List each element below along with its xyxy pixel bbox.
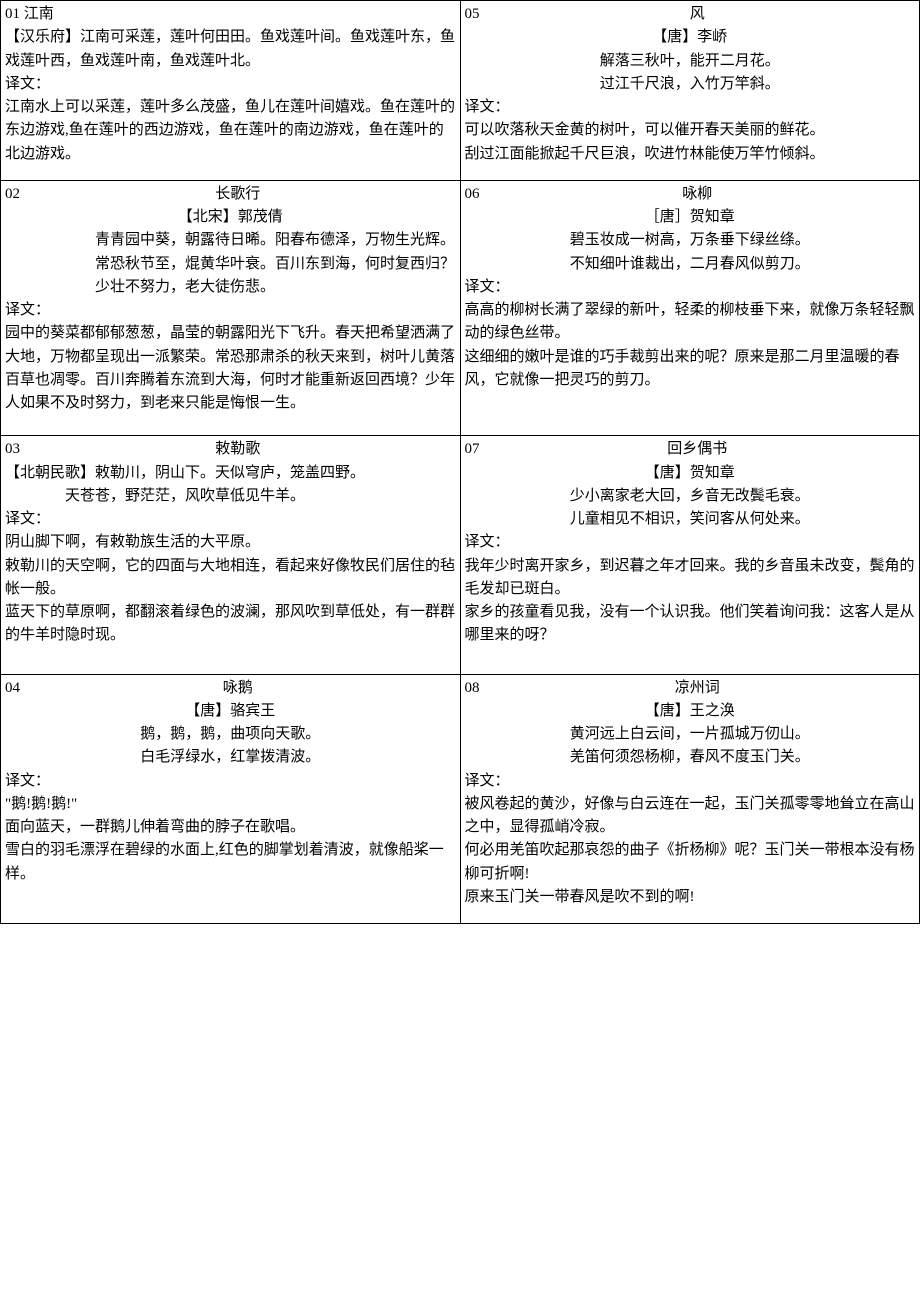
poem-title: 长歌行 [20,183,456,206]
poem-num: 08 [465,677,480,700]
poem-author: 【唐】贺知章 [465,462,916,485]
cell-04: 04 咏鹅 【唐】骆宾王 鹅，鹅，鹅，曲项向天歌。 白毛浮绿水，红掌拨清波。 译… [1,675,461,925]
poem-02-text: 青青园中葵，朝露待日晞。阳春布德泽，万物生光辉。常恐秋节至，焜黄华叶衰。百川东到… [5,229,456,299]
poem-03-translation: 阴山脚下啊，有敕勒族生活的大平原。 敕勒川的天空啊，它的四面与大地相连，看起来好… [5,531,456,647]
trans-label: 译文： [5,73,456,96]
cell-05: 05 风 【唐】李峤 解落三秋叶，能开二月花。 过江千尺浪，入竹万竿斜。 译文：… [461,1,920,181]
poem-01-heading: 01 江南 [5,3,456,26]
poem-05-translation: 可以吹落秋天金黄的树叶，可以催开春天美丽的鲜花。 刮过江面能掀起千尺巨浪，吹进竹… [465,119,916,166]
poem-03-line2: 天苍苍，野茫茫，风吹草低见牛羊。 [5,485,456,508]
poem-06-text: 碧玉妆成一树高，万条垂下绿丝绦。 不知细叶谁裁出，二月春风似剪刀。 [465,229,916,276]
trans-label: 译文： [5,508,456,531]
poem-num: 04 [5,677,20,700]
cell-07: 07 回乡偶书 【唐】贺知章 少小离家老大回，乡音无改鬓毛衰。 儿童相见不相识，… [461,436,920,674]
poem-07-heading: 07 回乡偶书 [465,438,916,461]
poem-title: 风 [480,3,916,26]
poem-04-text: 鹅，鹅，鹅，曲项向天歌。 白毛浮绿水，红掌拨清波。 [5,723,456,770]
poem-01-body: 【汉乐府】江南可采莲，莲叶何田田。鱼戏莲叶间。鱼戏莲叶东，鱼戏莲叶西，鱼戏莲叶南… [5,26,456,73]
poem-05-heading: 05 风 [465,3,916,26]
poem-08-heading: 08 凉州词 [465,677,916,700]
poem-table: 01 江南 【汉乐府】江南可采莲，莲叶何田田。鱼戏莲叶间。鱼戏莲叶东，鱼戏莲叶西… [0,0,920,924]
poem-03-line1: 【北朝民歌】敕勒川，阴山下。天似穹庐，笼盖四野。 [5,462,456,485]
poem-title: 江南 [24,6,54,22]
trans-label: 译文： [465,770,916,793]
poem-06-heading: 06 咏柳 [465,183,916,206]
poem-02-heading: 02 长歌行 [5,183,456,206]
poem-04-translation: "鹅!鹅!鹅!" 面向蓝天，一群鹅儿伸着弯曲的脖子在歌唱。 雪白的羽毛漂浮在碧绿… [5,793,456,886]
poem-title: 敕勒歌 [20,438,456,461]
cell-03: 03 敕勒歌 【北朝民歌】敕勒川，阴山下。天似穹庐，笼盖四野。 天苍苍，野茫茫，… [1,436,461,674]
cell-02: 02 长歌行 【北宋】郭茂倩 青青园中葵，朝露待日晞。阳春布德泽，万物生光辉。常… [1,181,461,437]
poem-07-translation: 我年少时离开家乡，到迟暮之年才回来。我的乡音虽未改变，鬓角的毛发却已斑白。 家乡… [465,555,916,648]
cell-01: 01 江南 【汉乐府】江南可采莲，莲叶何田田。鱼戏莲叶间。鱼戏莲叶东，鱼戏莲叶西… [1,1,461,181]
poem-title: 咏鹅 [20,677,456,700]
poem-05-text: 解落三秋叶，能开二月花。 过江千尺浪，入竹万竿斜。 [465,50,916,97]
poem-04-heading: 04 咏鹅 [5,677,456,700]
poem-08-text: 黄河远上白云间，一片孤城万仞山。 羌笛何须怨杨柳，春风不度玉门关。 [465,723,916,770]
poem-num: 05 [465,3,480,26]
spacer [5,886,456,892]
poem-06-translation: 高高的柳树长满了翠绿的新叶，轻柔的柳枝垂下来，就像万条轻轻飘动的绿色丝带。 这细… [465,299,916,392]
poem-author: ［唐］贺知章 [465,206,916,229]
poem-title: 回乡偶书 [480,438,916,461]
poem-07-text: 少小离家老大回，乡音无改鬓毛衰。 儿童相见不相识，笑问客从何处来。 [465,485,916,532]
trans-label: 译文： [465,531,916,554]
trans-label: 译文： [5,770,456,793]
poem-author: 【唐】骆宾王 [5,700,456,723]
poem-title: 凉州词 [480,677,916,700]
spacer [5,654,456,660]
poem-num: 01 [5,6,20,22]
trans-label: 译文： [5,299,456,322]
poem-author: 【北宋】郭茂倩 [5,206,456,229]
poem-num: 07 [465,438,480,461]
spacer [5,415,456,421]
poem-author: 【唐】王之涣 [465,700,916,723]
poem-num: 02 [5,183,20,206]
poem-num: 03 [5,438,20,461]
cell-08: 08 凉州词 【唐】王之涣 黄河远上白云间，一片孤城万仞山。 羌笛何须怨杨柳，春… [461,675,920,925]
cell-06: 06 咏柳 ［唐］贺知章 碧玉妆成一树高，万条垂下绿丝绦。 不知细叶谁裁出，二月… [461,181,920,437]
poem-02-translation: 园中的葵菜都郁郁葱葱，晶莹的朝露阳光下飞升。春天把希望洒满了大地，万物都呈现出一… [5,322,456,415]
trans-label: 译文： [465,276,916,299]
poem-08-translation: 被风卷起的黄沙，好像与白云连在一起，玉门关孤零零地耸立在高山之中，显得孤峭冷寂。… [465,793,916,909]
trans-label: 译文： [465,96,916,119]
poem-03-heading: 03 敕勒歌 [5,438,456,461]
poem-num: 06 [465,183,480,206]
poem-01-translation: 江南水上可以采莲，莲叶多么茂盛，鱼儿在莲叶间嬉戏。鱼在莲叶的东边游戏,鱼在莲叶的… [5,96,456,166]
poem-author: 【唐】李峤 [465,26,916,49]
poem-title: 咏柳 [480,183,916,206]
